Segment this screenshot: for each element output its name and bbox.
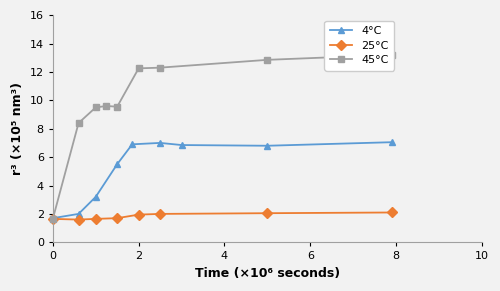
25°C <box>157 212 163 216</box>
25°C <box>136 213 141 217</box>
45°C <box>264 58 270 62</box>
45°C <box>157 66 163 69</box>
25°C <box>389 211 395 214</box>
4°C <box>264 144 270 148</box>
45°C <box>76 121 82 125</box>
45°C <box>114 105 120 109</box>
45°C <box>136 67 141 70</box>
4°C <box>92 195 98 199</box>
45°C <box>92 106 98 109</box>
4°C <box>178 143 184 147</box>
25°C <box>50 217 56 221</box>
25°C <box>264 212 270 215</box>
4°C <box>129 143 135 146</box>
4°C <box>389 141 395 144</box>
4°C <box>114 162 120 166</box>
Y-axis label: r³ (×10⁵ nm³): r³ (×10⁵ nm³) <box>11 82 24 175</box>
Line: 4°C: 4°C <box>50 139 396 222</box>
4°C <box>76 212 82 216</box>
Legend: 4°C, 25°C, 45°C: 4°C, 25°C, 45°C <box>324 21 394 71</box>
25°C <box>114 217 120 220</box>
25°C <box>92 217 98 221</box>
X-axis label: Time (×10⁶ seconds): Time (×10⁶ seconds) <box>195 267 340 280</box>
Line: 25°C: 25°C <box>50 209 396 223</box>
45°C <box>389 53 395 57</box>
25°C <box>76 218 82 221</box>
4°C <box>157 141 163 145</box>
45°C <box>104 104 110 108</box>
Line: 45°C: 45°C <box>50 52 396 222</box>
45°C <box>50 217 56 221</box>
4°C <box>50 217 56 220</box>
